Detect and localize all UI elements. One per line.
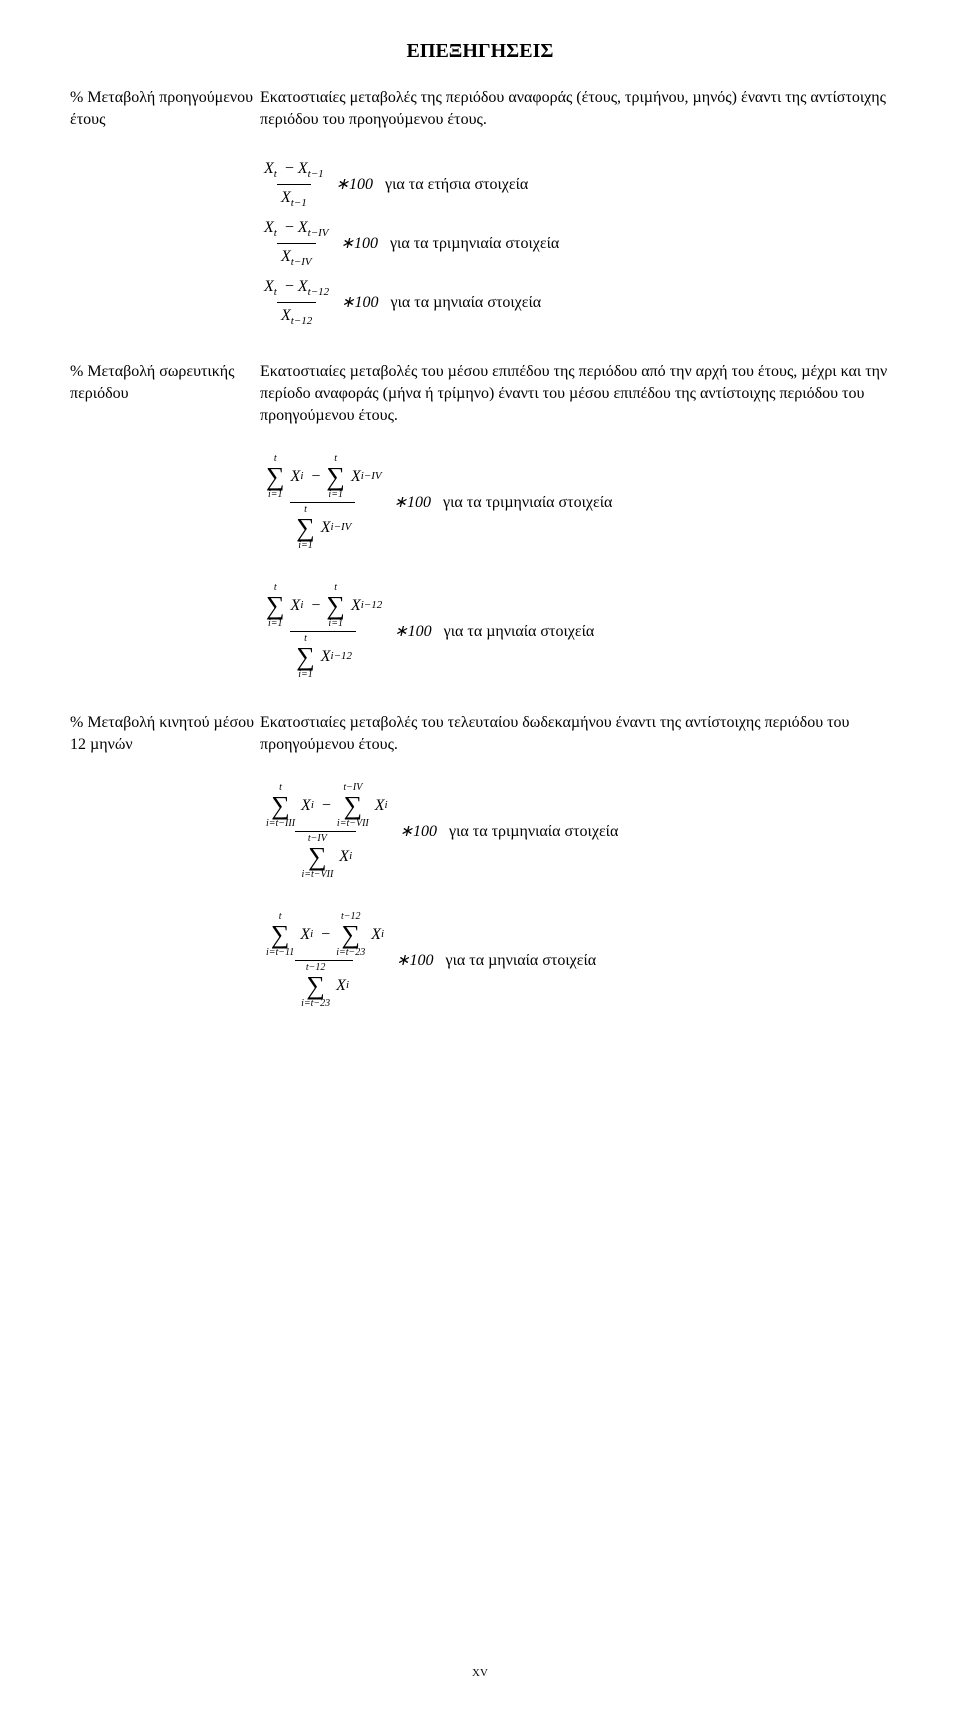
page-number: xv [0, 1664, 960, 1681]
section3-label: % Μεταβολή κινητού µέσου 12 µηνών [70, 712, 260, 755]
label-quarterly: για τα τριµηνιαία στοιχεία [390, 233, 559, 255]
label-quarterly-3: για τα τριµηνιαία στοιχεία [449, 821, 618, 843]
formula-moving-monthly: t ∑ i=t−11 Xi − t−12 ∑ i=t−23 Xi [260, 912, 890, 1009]
section1-label: % Μεταβολή προηγούμενου έτους [70, 87, 260, 130]
formula-quarterly: Xt − Xt−IV Xt−IV ∗100 για τα τριµηνιαία … [260, 217, 890, 270]
formula-annual: Xt − Xt−1 Xt−1 ∗100 για τα ετήσια στοιχε… [260, 158, 890, 211]
label-monthly-2: για τα µηνιαία στοιχεία [444, 621, 595, 643]
section2-label: % Μεταβολή σωρευτικής περιόδου [70, 361, 260, 404]
section3-text: Εκατοστιαίες µεταβολές του τελευταίου δω… [260, 712, 890, 755]
section2-text: Εκατοστιαίες µεταβολές του µέσου επιπέδο… [260, 361, 890, 426]
label-monthly: για τα µηνιαία στοιχεία [391, 292, 542, 314]
formula-monthly: Xt − Xt−12 Xt−12 ∗100 για τα µηνιαία στο… [260, 276, 890, 329]
section1-text: Εκατοστιαίες μεταβολές της περιόδου αναφ… [260, 87, 890, 130]
label-monthly-3: για τα µηνιαία στοιχεία [446, 950, 597, 972]
label-annual: για τα ετήσια στοιχεία [385, 174, 528, 196]
formula-moving-quarterly: t ∑ i=t−III Xi − t−IV ∑ i=t−VII X [260, 783, 890, 880]
label-quarterly-2: για τα τριµηνιαία στοιχεία [443, 492, 612, 514]
formula-cumulative-monthly: t ∑ i=1 Xi − t ∑ i=1 Xi−12 [260, 583, 890, 680]
page-title: ΕΠΕΞΗΓΗΣΕΙΣ [70, 40, 890, 63]
formula-cumulative-quarterly: t ∑ i=1 Xi − t ∑ i=1 Xi−IV [260, 454, 890, 551]
